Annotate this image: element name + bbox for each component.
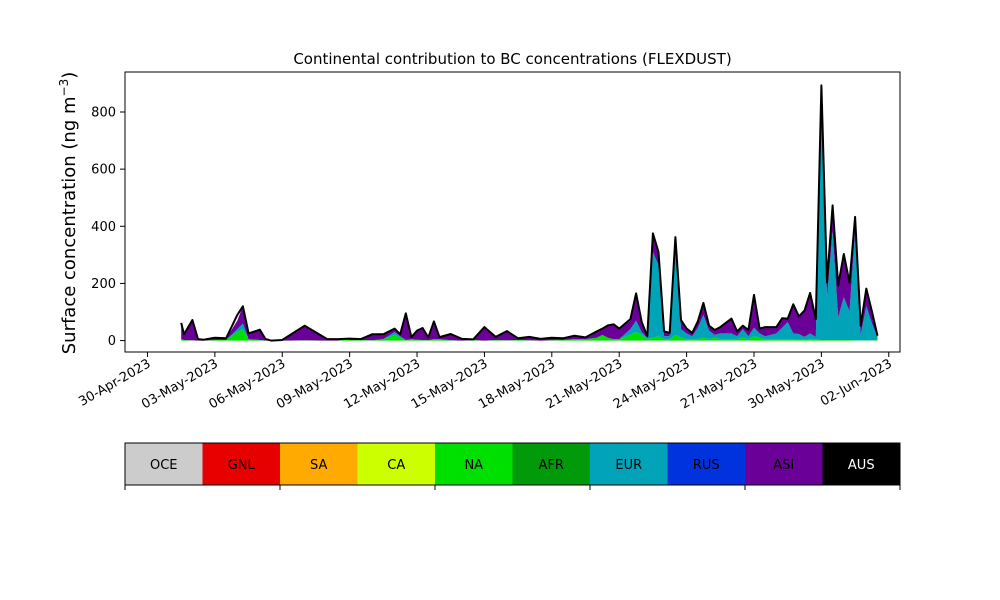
- legend-label-gnl: GNL: [228, 458, 256, 473]
- legend-label-eur: EUR: [615, 458, 642, 473]
- total-line: [180, 84, 879, 342]
- legend-swatch-oce: [125, 443, 203, 485]
- legend-swatch-sa: [280, 443, 358, 485]
- legend-label-sa: SA: [310, 458, 327, 473]
- y-tick-label: 600: [91, 163, 116, 178]
- area-na: [181, 329, 878, 341]
- y-axis-label-unit: −3: [57, 79, 71, 97]
- legend-swatch-ca: [357, 443, 435, 485]
- chart-title: Continental contribution to BC concentra…: [293, 50, 731, 68]
- legend-label-ca: CA: [387, 458, 405, 473]
- area-asi: [181, 85, 878, 341]
- plot-areas: [180, 84, 879, 342]
- x-tick-label: 30-May-2023: [746, 356, 828, 412]
- y-tick-label: 800: [91, 106, 116, 121]
- area-eur: [181, 105, 878, 341]
- legend-label-asi: ASI: [773, 458, 794, 473]
- legend-swatch-gnl: [202, 443, 280, 485]
- y-axis-label-close: ): [59, 72, 80, 79]
- legend-frame: [124, 442, 901, 486]
- axes: 020040060080030-Apr-202303-May-202306-Ma…: [76, 71, 901, 412]
- x-tick-label: 02-Jun-2023: [818, 356, 895, 409]
- y-axis-label: Surface concentration (ng m−3): [57, 72, 80, 355]
- legend-swatch-asi: [745, 443, 823, 485]
- legend-colorbar: OCE GNL SA CA NA AFR EUR RUS ASI AUS: [124, 442, 901, 490]
- legend-label-oce: OCE: [150, 458, 178, 473]
- legend-label-rus: RUS: [693, 458, 720, 473]
- y-axis-label-text: Surface concentration (ng m: [59, 96, 80, 354]
- y-tick-label: 400: [91, 220, 116, 235]
- plot-frame: [124, 71, 901, 353]
- legend-label-na: NA: [464, 458, 483, 473]
- legend-swatch-rus: [667, 443, 745, 485]
- legend-label-afr: AFR: [539, 458, 564, 473]
- legend-swatch-afr: [512, 443, 590, 485]
- legend-swatch-eur: [590, 443, 668, 485]
- legend-label-aus: AUS: [848, 458, 875, 473]
- legend-swatch-na: [435, 443, 513, 485]
- y-tick-label: 200: [91, 277, 116, 292]
- legend-swatch-aus: [822, 443, 900, 485]
- y-tick-label: 0: [108, 334, 116, 349]
